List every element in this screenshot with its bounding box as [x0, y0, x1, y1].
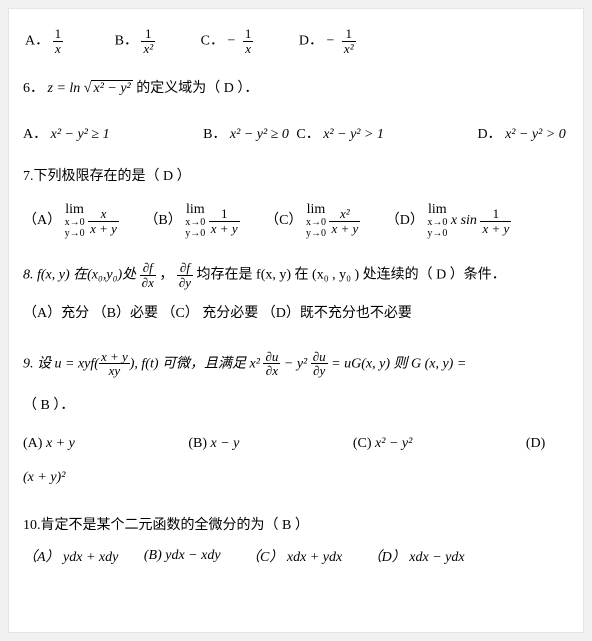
opt-expr: x² − y² > 0 [505, 127, 566, 142]
q8-options: （A）充分 （B）必要 （C） 充分必要 （D）既不充分也不必要 [23, 302, 569, 322]
f-arg: x + y xy [99, 350, 130, 378]
partial-1: ∂f ∂x [140, 261, 156, 289]
option-a: (A) x + y [23, 436, 75, 452]
du-dx: ∂u ∂x [263, 350, 280, 378]
q9-options: (A) x + y (B) x − y (C) x² − y² (D) [23, 436, 569, 452]
comma: ， [159, 268, 173, 283]
limit: lim x→0 y→0 [427, 203, 447, 239]
q9-stem: 9. 设 u = xyf( x + y xy ), f(t) 可微，且满足 x²… [23, 350, 569, 378]
opt-label: B． [203, 127, 226, 142]
q7-title: 7.下列极限存在的是（ D ） [23, 165, 569, 185]
opt-label: (A) [23, 436, 46, 451]
option-d: (D) [526, 436, 545, 452]
option-c: C． x² − y² > 1 [296, 123, 384, 143]
limit: lim x→0 y→0 [185, 203, 205, 239]
option-c: C． − 1 x [201, 27, 254, 55]
option-d: D． − 1 x² [299, 27, 356, 55]
q7-options: （A） lim x→0 y→0 x x + y （B） lim x→0 y→0 … [23, 203, 569, 239]
q6-expr-prefix: z = ln [48, 81, 81, 96]
q9-extra: (x + y)² [23, 470, 569, 486]
opt-label: （B） [144, 214, 181, 229]
option-c: （C） xdx + ydx [246, 546, 342, 566]
opt-expr: x² − y² [375, 436, 412, 451]
q9-paren: （ B ）． [23, 394, 569, 414]
option-b: B． 1 x² [115, 27, 156, 55]
opt-expr: x² − y² ≥ 1 [51, 127, 110, 142]
q9-text-a: 9. 设 u = xyf( [23, 356, 99, 371]
q9-mid: − y² [280, 356, 310, 371]
opt-expr: x² − y² > 1 [323, 127, 384, 142]
mid-text: x sin [451, 214, 481, 229]
neg-sign: − [327, 33, 335, 48]
option-a: A． x² − y² ≥ 1 [23, 123, 110, 143]
du-dy: ∂u ∂y [311, 350, 328, 378]
opt-label: C． [296, 127, 319, 142]
opt-label: D． [299, 33, 323, 48]
q8-text-c: 均存在是 f(x, y) 在 (x₀ , y₀ ) 处连续的（ D ）条件． [197, 268, 506, 283]
q6-stem: 6． z = ln √x² − y² 的定义域为（ D ）． [23, 77, 569, 97]
opt-label: （D） [386, 214, 424, 229]
q9-text-c: = uG(x, y) 则 G (x, y) = [328, 356, 467, 371]
option-d: （D） lim x→0 y→0 x sin 1 x + y [386, 203, 512, 239]
opt-expr: x + y [46, 436, 75, 451]
option-a: （A） lim x→0 y→0 x x + y [23, 203, 119, 239]
opt-label: A． [25, 33, 49, 48]
option-d: （D） xdx − ydx [368, 546, 465, 566]
q10-options: （A） ydx + xdy (B) ydx − xdy （C） xdx + yd… [23, 546, 569, 566]
q6-options: A． x² − y² ≥ 1 B． x² − y² ≥ 0 C． x² − y²… [23, 123, 569, 143]
limit: lim x→0 y→0 [306, 203, 326, 239]
fraction: 1 x [53, 27, 64, 55]
fraction: x² x + y [329, 207, 360, 235]
neg-sign: − [227, 33, 235, 48]
fraction: x x + y [88, 207, 119, 235]
fraction: 1 x + y [480, 207, 511, 235]
opt-label: D． [477, 127, 501, 142]
q10-title: 10.肯定不是某个二元函数的全微分的为（ B ） [23, 514, 569, 534]
option-c: （C） lim x→0 y→0 x² x + y [265, 203, 360, 239]
radical: √x² − y² [84, 80, 136, 96]
document-page: A． 1 x B． 1 x² C． − 1 x D． − 1 [8, 8, 584, 633]
option-a: A． 1 x [25, 27, 63, 55]
opt-label: C． [201, 33, 224, 48]
opt-label: (D) [526, 436, 545, 451]
q6-label: 6． [23, 81, 44, 96]
fraction: 1 x² [141, 27, 155, 55]
option-c: (C) x² − y² [353, 436, 412, 452]
opt-label: （A） [23, 214, 61, 229]
q9-text-b: ), f(t) 可微，且满足 x² [130, 356, 264, 371]
rad-body: x² − y² [91, 80, 132, 96]
q8-text-a: 8. f(x, y) 在(x₀,y₀)处 [23, 268, 140, 283]
q5-options: A． 1 x B． 1 x² C． − 1 x D． − 1 [23, 27, 569, 55]
option-b: B． x² − y² ≥ 0 [203, 123, 289, 143]
opt-expr: x² − y² ≥ 0 [230, 127, 289, 142]
option-a: （A） ydx + xdy [23, 546, 118, 566]
opt-label: B． [115, 33, 138, 48]
limit: lim x→0 y→0 [65, 203, 85, 239]
opt-expr: x − y [210, 436, 239, 451]
option-b: (B) ydx − xdy [144, 548, 221, 564]
option-d: D． x² − y² > 0 [477, 123, 565, 143]
partial-2: ∂f ∂y [177, 261, 193, 289]
opt-label: (C) [353, 436, 375, 451]
opt-label: (B) [188, 436, 210, 451]
fraction: 1 x [243, 27, 254, 55]
opt-label: A． [23, 127, 47, 142]
fraction: 1 x + y [209, 207, 240, 235]
option-b: (B) x − y [188, 436, 239, 452]
option-b: （B） lim x→0 y→0 1 x + y [144, 203, 239, 239]
q6-suffix: 的定义域为（ D ）． [136, 81, 258, 96]
fraction: 1 x² [342, 27, 356, 55]
opt-label: （C） [265, 214, 302, 229]
q8-stem: 8. f(x, y) 在(x₀,y₀)处 ∂f ∂x ， ∂f ∂y 均存在是 … [23, 261, 569, 289]
